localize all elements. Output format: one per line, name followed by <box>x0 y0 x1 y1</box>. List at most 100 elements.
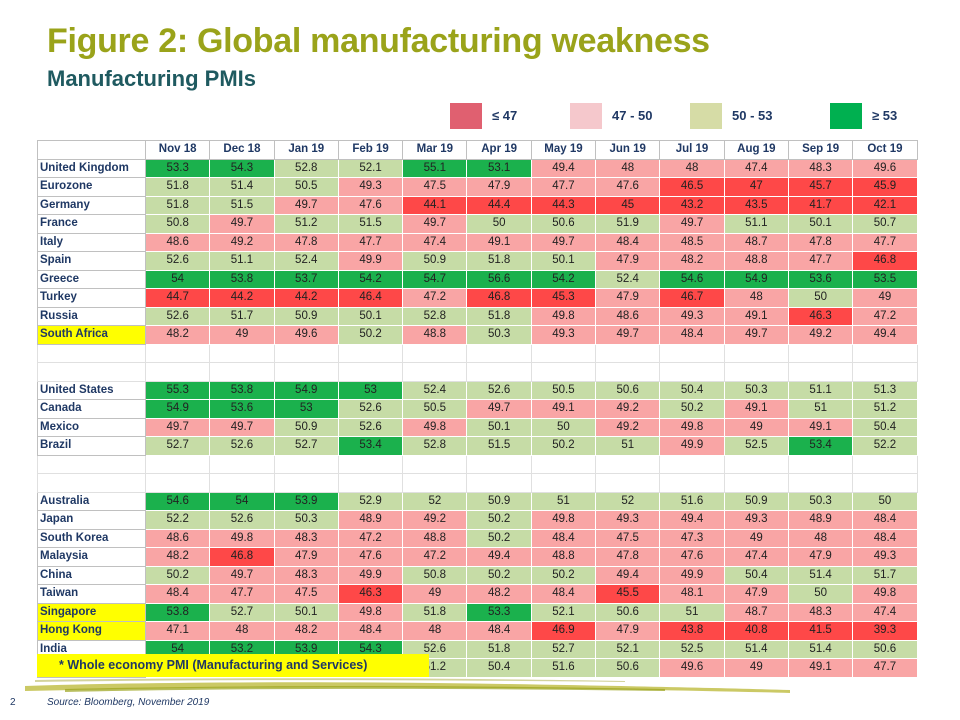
pmi-cell: 50 <box>466 214 532 234</box>
pmi-cell: 47.7 <box>852 232 918 252</box>
column-header: Jan 19 <box>273 140 339 160</box>
empty-cell <box>466 343 532 363</box>
pmi-cell: 48.4 <box>144 584 211 604</box>
pmi-cell: 49 <box>723 658 789 678</box>
pmi-cell: 44.2 <box>209 288 275 308</box>
pmi-cell: 50.8 <box>144 214 211 234</box>
pmi-cell: 46.8 <box>466 288 532 308</box>
country-label: Taiwan <box>37 584 146 604</box>
pmi-cell: 56.6 <box>466 269 532 289</box>
pmi-cell: 52.6 <box>144 306 211 326</box>
pmi-cell: 50.9 <box>273 417 339 437</box>
pmi-cell: 51.5 <box>337 214 404 234</box>
pmi-cell: 48.8 <box>402 528 468 548</box>
empty-cell <box>595 343 661 363</box>
pmi-cell: 47.9 <box>466 177 532 197</box>
empty-cell <box>37 473 146 493</box>
pmi-cell: 50.9 <box>723 491 789 511</box>
pmi-cell: 50.1 <box>337 306 404 326</box>
pmi-cell: 51 <box>595 436 661 456</box>
pmi-cell: 54.6 <box>659 269 725 289</box>
pmi-cell: 41.7 <box>787 195 854 215</box>
pmi-cell: 51.1 <box>723 214 789 234</box>
pmi-cell: 49.4 <box>659 510 725 530</box>
column-header: Feb 19 <box>337 140 404 160</box>
pmi-cell: 50.6 <box>595 602 661 622</box>
pmi-cell: 48.4 <box>659 325 725 345</box>
pmi-cell: 48.8 <box>530 547 597 567</box>
pmi-cell: 47.9 <box>273 547 339 567</box>
pmi-cell: 52.7 <box>144 436 211 456</box>
pmi-cell: 54.9 <box>144 399 211 419</box>
country-label: Malaysia <box>37 547 146 567</box>
country-label: South Korea <box>37 528 146 548</box>
pmi-cell: 55.3 <box>144 380 211 400</box>
spacer-row <box>37 454 918 474</box>
pmi-cell: 51.4 <box>787 565 854 585</box>
pmi-cell: 50.9 <box>402 251 468 271</box>
table-row: France 50.8 49.7 51.2 51.5 49.7 50 50.6 51.9 49.7… <box>37 214 918 234</box>
pmi-cell: 49.2 <box>402 510 468 530</box>
pmi-cell: 48.7 <box>723 602 789 622</box>
pmi-cell: 47.8 <box>787 232 854 252</box>
pmi-cell: 48.2 <box>273 621 339 641</box>
pmi-cell: 47.2 <box>337 528 404 548</box>
source-note: Source: Bloomberg, November 2019 <box>47 697 210 708</box>
pmi-cell: 47.9 <box>595 288 661 308</box>
empty-cell <box>852 454 918 474</box>
column-header: Nov 18 <box>144 140 211 160</box>
pmi-cell: 50.5 <box>530 380 597 400</box>
pmi-cell: 43.8 <box>659 621 725 641</box>
pmi-cell: 46.8 <box>852 251 918 271</box>
empty-cell <box>466 454 532 474</box>
pmi-cell: 44.3 <box>530 195 597 215</box>
table-row: South Africa 48.2 49 49.6 50.2 48.8 50.3 49.3 49… <box>37 325 918 345</box>
country-label: Greece <box>37 269 146 289</box>
empty-cell <box>723 454 789 474</box>
legend-swatch <box>450 103 482 129</box>
legend-swatch <box>830 103 862 129</box>
legend-swatch <box>570 103 602 129</box>
table-row: Spain 52.6 51.1 52.4 49.9 50.9 51.8 50.1 47.9 48.… <box>37 251 918 271</box>
pmi-cell: 47.7 <box>852 658 918 678</box>
empty-cell <box>787 473 854 493</box>
pmi-cell: 51 <box>659 602 725 622</box>
empty-cell <box>530 343 597 363</box>
table-row: Hong Kong 47.1 48 48.2 48.4 48 48.4 46.9 47.9 43.… <box>37 621 918 641</box>
pmi-cell: 50.2 <box>337 325 404 345</box>
empty-cell <box>37 362 146 382</box>
pmi-cell: 50.1 <box>466 417 532 437</box>
empty-cell <box>723 362 789 382</box>
empty-cell <box>273 473 339 493</box>
pmi-cell: 49.6 <box>659 658 725 678</box>
footnote: * Whole economy PMI (Manufacturing and S… <box>37 654 429 677</box>
pmi-cell: 51.9 <box>595 214 661 234</box>
pmi-cell: 49.9 <box>659 436 725 456</box>
empty-cell <box>209 343 275 363</box>
legend: ≤ 47 47 - 50 50 - 53 ≥ 53 <box>450 103 900 129</box>
pmi-cell: 49.8 <box>209 528 275 548</box>
legend-label: 47 - 50 <box>612 108 653 123</box>
empty-cell <box>530 362 597 382</box>
header-row: Nov 18 Dec 18 Jan 19 Feb 19 Mar 19 Apr 19 May … <box>37 140 918 160</box>
pmi-cell: 50.4 <box>659 380 725 400</box>
country-label: Hong Kong <box>37 621 146 641</box>
empty-cell <box>402 473 468 493</box>
empty-cell <box>402 454 468 474</box>
pmi-cell: 45.9 <box>852 177 918 197</box>
pmi-cell: 48.4 <box>852 510 918 530</box>
pmi-cell: 52.6 <box>144 251 211 271</box>
pmi-cell: 49.7 <box>209 565 275 585</box>
pmi-cell: 52.7 <box>209 602 275 622</box>
empty-cell <box>37 343 146 363</box>
table-row: United States 55.3 53.8 54.9 53 52.4 52.6 50.5 5… <box>37 380 918 400</box>
pmi-cell: 41.5 <box>787 621 854 641</box>
pmi-cell: 49.7 <box>659 214 725 234</box>
country-label: Brazil <box>37 436 146 456</box>
pmi-cell: 46.9 <box>530 621 597 641</box>
table-row: Russia 52.6 51.7 50.9 50.1 52.8 51.8 49.8 48.6 49… <box>37 306 918 326</box>
pmi-cell: 49.3 <box>595 510 661 530</box>
pmi-cell: 47.4 <box>723 547 789 567</box>
table-row: China 50.2 49.7 48.3 49.9 50.8 50.2 50.2 49.4 49.… <box>37 565 918 585</box>
pmi-cell: 52.6 <box>337 417 404 437</box>
